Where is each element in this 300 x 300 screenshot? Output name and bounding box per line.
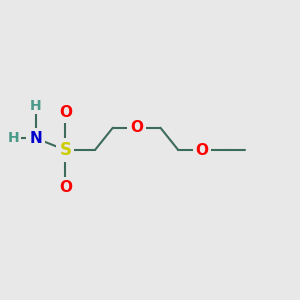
Text: O: O [196, 142, 208, 158]
Text: H: H [8, 131, 20, 145]
Text: N: N [29, 130, 42, 146]
Text: H: H [30, 99, 41, 113]
Text: O: O [130, 120, 143, 135]
Text: S: S [59, 141, 71, 159]
Text: O: O [59, 180, 72, 195]
Text: O: O [59, 105, 72, 120]
